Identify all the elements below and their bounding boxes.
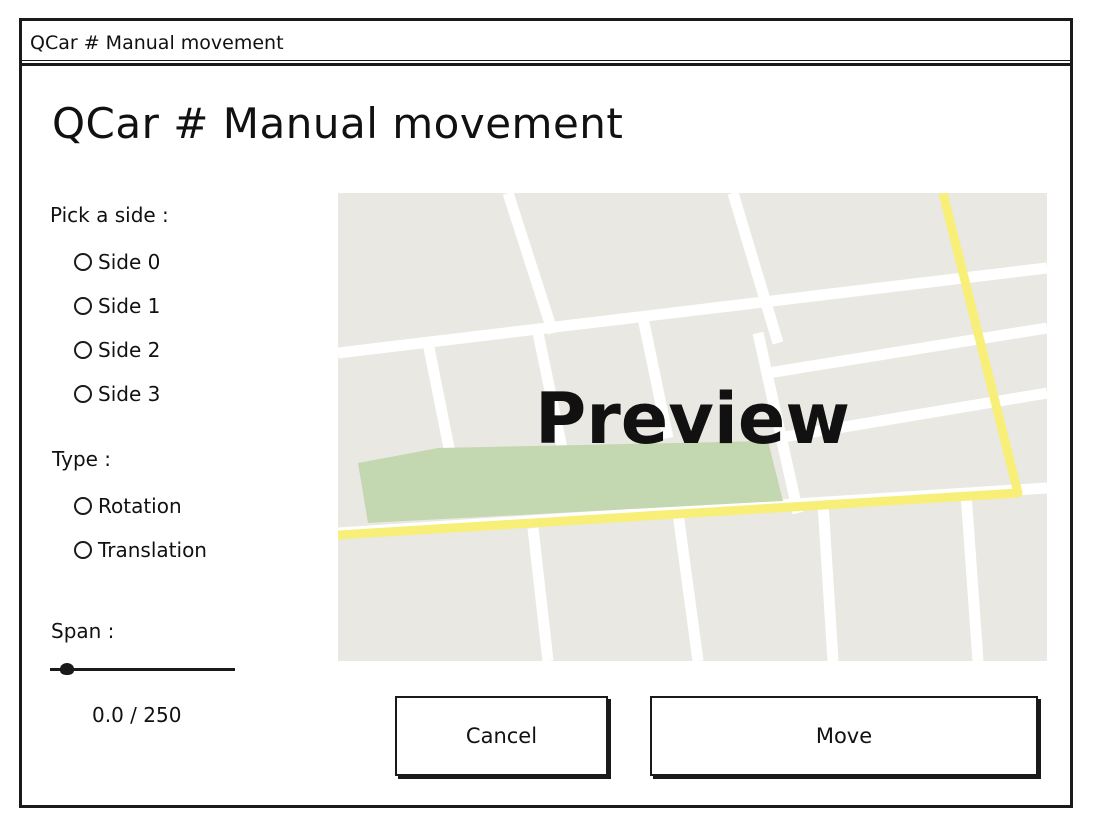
- radio-circle-icon[interactable]: [74, 297, 92, 315]
- radio-circle-icon[interactable]: [74, 253, 92, 271]
- preview-label: Preview: [534, 378, 851, 460]
- slider-track[interactable]: [50, 668, 235, 671]
- radio-translation[interactable]: Translation: [74, 537, 207, 563]
- radio-label: Translation: [98, 538, 207, 562]
- move-button[interactable]: Move: [650, 696, 1038, 776]
- page-title: QCar # Manual movement: [52, 99, 624, 148]
- radio-circle-icon[interactable]: [74, 497, 92, 515]
- radio-circle-icon[interactable]: [74, 341, 92, 359]
- span-label: Span :: [51, 619, 115, 643]
- side-label: Pick a side :: [50, 203, 169, 227]
- app-window: QCar # Manual movement QCar # Manual mov…: [19, 18, 1073, 808]
- radio-label: Side 1: [98, 294, 161, 318]
- radio-circle-icon[interactable]: [74, 385, 92, 403]
- type-label: Type :: [52, 447, 112, 471]
- span-slider[interactable]: [50, 661, 235, 677]
- radio-circle-icon[interactable]: [74, 541, 92, 559]
- cancel-button[interactable]: Cancel: [395, 696, 608, 776]
- preview-map: Preview: [338, 193, 1047, 661]
- radio-label: Side 2: [98, 338, 161, 362]
- map-image: [338, 193, 1047, 661]
- radio-label: Side 3: [98, 382, 161, 406]
- title-bar: QCar # Manual movement: [22, 21, 1070, 66]
- radio-label: Rotation: [98, 494, 182, 518]
- slider-handle[interactable]: [60, 663, 74, 675]
- radio-side-0[interactable]: Side 0: [74, 249, 160, 275]
- window-title: QCar # Manual movement: [22, 21, 1070, 61]
- radio-side-3[interactable]: Side 3: [74, 381, 160, 407]
- radio-side-2[interactable]: Side 2: [74, 337, 160, 363]
- span-value: 0.0 / 250: [92, 703, 182, 727]
- radio-label: Side 0: [98, 250, 161, 274]
- radio-side-1[interactable]: Side 1: [74, 293, 160, 319]
- radio-rotation[interactable]: Rotation: [74, 493, 182, 519]
